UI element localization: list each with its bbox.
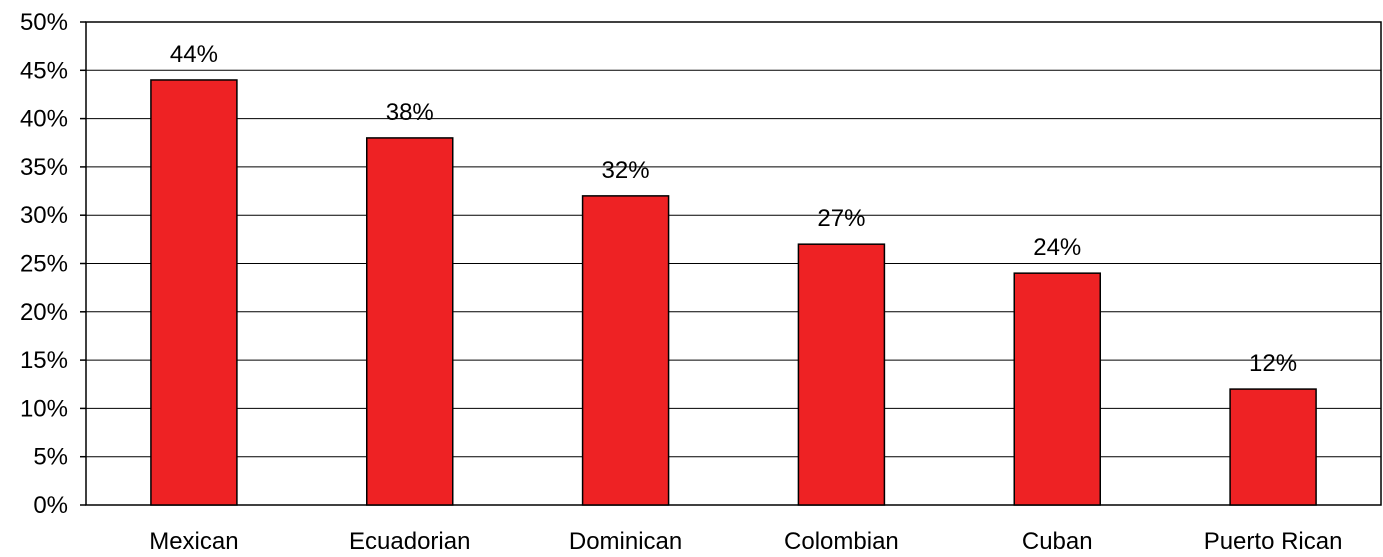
y-tick-label: 5%	[33, 444, 68, 471]
y-tick-label: 25%	[20, 251, 68, 278]
y-tick-label: 10%	[20, 395, 68, 422]
x-category-label: Puerto Rican	[1204, 528, 1343, 555]
bar-colombian	[797, 243, 886, 506]
y-axis-tick-labels: 0% 5% 10% 15% 20% 25% 30% 35% 40% 45% 50%	[20, 9, 68, 519]
data-label: 24%	[1033, 234, 1081, 261]
bar-ecuadorian	[366, 137, 454, 506]
x-category-label: Mexican	[149, 528, 238, 555]
data-label: 44%	[170, 41, 218, 68]
gridlines	[80, 21, 1381, 506]
data-label: 38%	[386, 99, 434, 126]
data-label: 12%	[1249, 350, 1297, 377]
bar-dominican	[581, 195, 670, 506]
y-tick-label: 0%	[33, 492, 68, 519]
bar-mexican	[150, 79, 238, 506]
bar-cuban	[1013, 272, 1101, 506]
y-tick-label: 15%	[20, 347, 68, 374]
y-tick-label: 35%	[20, 154, 68, 181]
x-category-label: Ecuadorian	[349, 528, 470, 555]
bar-puerto-rican	[1229, 388, 1317, 506]
y-tick-label: 20%	[20, 299, 68, 326]
y-tick-label: 50%	[20, 9, 68, 36]
x-axis-category-labels: Mexican Ecuadorian Dominican Colombian Cuban…	[149, 528, 1342, 555]
data-labels: 44% 38% 32% 27% 24% 12%	[170, 41, 1297, 377]
y-tick-label: 30%	[20, 202, 68, 229]
data-label: 32%	[602, 157, 650, 184]
bars	[150, 79, 1317, 506]
x-category-label: Dominican	[569, 528, 682, 555]
x-category-label: Cuban	[1022, 528, 1093, 555]
data-label: 27%	[817, 205, 865, 232]
y-tick-label: 40%	[20, 106, 68, 133]
y-tick-label: 45%	[20, 57, 68, 84]
x-category-label: Colombian	[784, 528, 899, 555]
